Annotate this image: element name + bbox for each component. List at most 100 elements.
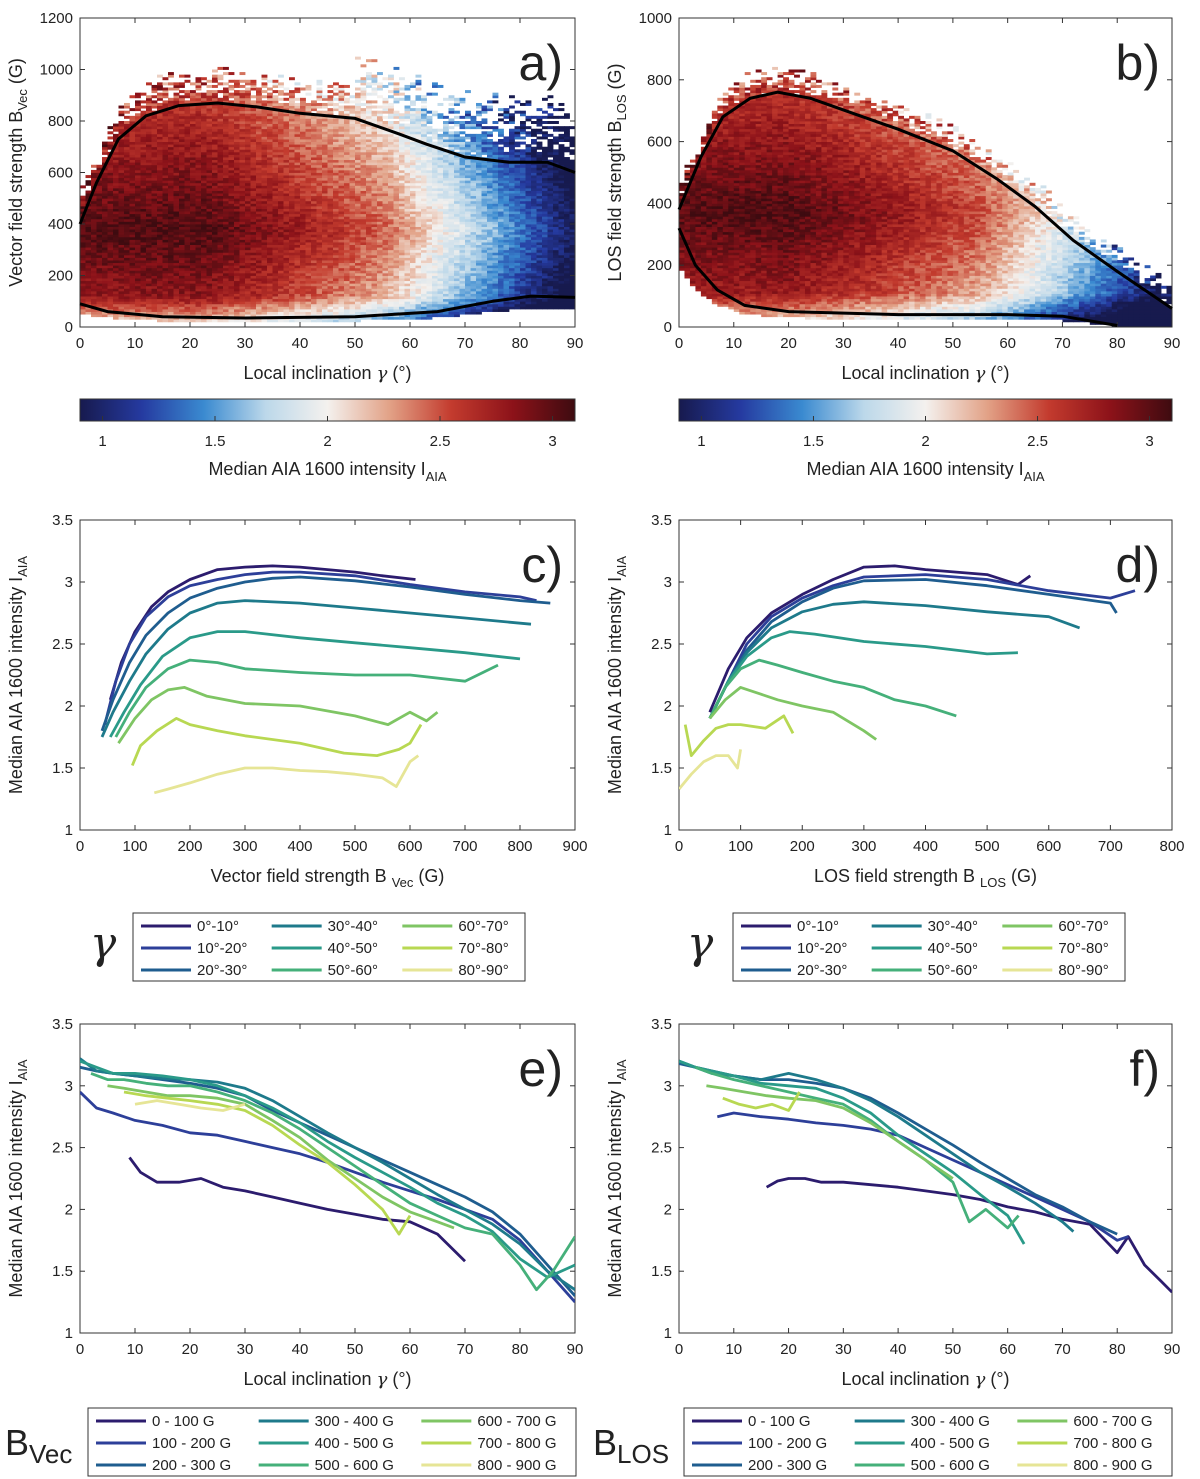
heatmap-cell bbox=[151, 316, 158, 320]
heatmap-cell bbox=[223, 154, 229, 158]
heatmap-cell bbox=[366, 242, 372, 245]
heatmap-cell bbox=[168, 216, 174, 220]
heatmap-cell bbox=[223, 162, 229, 166]
heatmap-cell bbox=[162, 296, 169, 300]
heatmap-cell bbox=[118, 149, 125, 153]
heatmap-cell bbox=[283, 216, 290, 220]
heatmap-cell bbox=[129, 133, 136, 137]
heatmap-cell bbox=[162, 285, 169, 289]
heatmap-cell bbox=[355, 224, 361, 227]
heatmap-cell bbox=[228, 229, 235, 233]
heatmap-cell bbox=[195, 278, 202, 282]
heatmap-cell bbox=[135, 146, 141, 150]
heatmap-cell bbox=[316, 275, 323, 279]
heatmap-cell bbox=[300, 131, 306, 135]
heatmap-cell bbox=[338, 311, 345, 315]
heatmap-cell bbox=[333, 306, 339, 310]
heatmap-cell bbox=[388, 290, 394, 294]
heatmap-cell bbox=[195, 139, 202, 142]
heatmap-cell bbox=[140, 159, 147, 163]
heatmap-cell bbox=[316, 252, 323, 256]
heatmap-cell bbox=[382, 100, 389, 104]
heatmap-cell bbox=[311, 128, 317, 132]
heatmap-cell bbox=[355, 252, 361, 256]
heatmap-cell bbox=[322, 296, 328, 300]
heatmap-cell bbox=[256, 236, 262, 240]
heatmap-cell bbox=[311, 185, 317, 189]
heatmap-cell bbox=[217, 77, 224, 81]
heatmap-cell bbox=[118, 144, 125, 148]
heatmap-cell bbox=[157, 224, 163, 227]
heatmap-cell bbox=[355, 190, 361, 194]
heatmap-cell bbox=[118, 177, 125, 181]
heatmap-cell bbox=[201, 226, 207, 230]
heatmap-cell bbox=[267, 200, 273, 204]
heatmap-cell bbox=[162, 105, 169, 109]
heatmap-cell bbox=[206, 257, 213, 261]
heatmap-cell bbox=[184, 242, 191, 245]
heatmap-cell bbox=[201, 301, 207, 305]
heatmap-cell bbox=[267, 229, 273, 233]
heatmap-cell bbox=[135, 260, 141, 264]
heatmap-cell bbox=[173, 195, 180, 199]
heatmap-cell bbox=[250, 118, 257, 122]
heatmap-cell bbox=[250, 306, 257, 310]
heatmap-cell bbox=[327, 118, 334, 122]
heatmap-cell bbox=[327, 167, 334, 171]
heatmap-cell bbox=[173, 82, 180, 86]
heatmap-cell bbox=[349, 131, 356, 135]
heatmap-cell bbox=[190, 221, 196, 225]
heatmap-cell bbox=[250, 195, 257, 199]
heatmap-cell bbox=[245, 303, 251, 307]
heatmap-cell bbox=[201, 100, 207, 104]
heatmap-cell bbox=[349, 311, 356, 315]
heatmap-cell bbox=[344, 157, 350, 161]
heatmap-cell bbox=[228, 159, 235, 163]
heatmap-cell bbox=[239, 113, 246, 117]
heatmap-cell bbox=[289, 162, 295, 166]
heatmap-cell bbox=[201, 113, 207, 117]
heatmap-cell bbox=[129, 149, 136, 153]
heatmap-cell bbox=[333, 177, 339, 181]
heatmap-cell bbox=[267, 182, 273, 186]
heatmap-cell bbox=[107, 290, 114, 294]
heatmap-cell bbox=[201, 115, 207, 119]
heatmap-cell bbox=[217, 239, 224, 243]
heatmap-cell bbox=[234, 301, 240, 305]
heatmap-cell bbox=[118, 198, 125, 202]
heatmap-cell bbox=[135, 167, 141, 171]
heatmap-cell bbox=[388, 262, 394, 266]
heatmap-cell bbox=[118, 239, 125, 243]
heatmap-cell bbox=[201, 123, 207, 127]
heatmap-cell bbox=[382, 203, 389, 207]
heatmap-cell bbox=[371, 118, 378, 122]
heatmap-cell bbox=[151, 146, 158, 150]
heatmap-cell bbox=[382, 198, 389, 202]
heatmap-cell bbox=[283, 226, 290, 230]
heatmap-cell bbox=[272, 311, 279, 315]
heatmap-cell bbox=[245, 193, 251, 197]
heatmap-cell bbox=[278, 213, 284, 217]
heatmap-cell bbox=[195, 211, 202, 215]
heatmap-cell bbox=[206, 270, 213, 274]
heatmap-cell bbox=[338, 167, 345, 171]
heatmap-cell bbox=[217, 208, 224, 212]
heatmap-cell bbox=[146, 311, 152, 315]
heatmap-cell bbox=[382, 133, 389, 137]
heatmap-cell bbox=[267, 128, 273, 132]
heatmap-cell bbox=[140, 306, 147, 310]
heatmap-cell bbox=[305, 278, 312, 282]
heatmap-cell bbox=[118, 169, 125, 173]
heatmap-cell bbox=[366, 218, 372, 222]
heatmap-cell bbox=[157, 290, 163, 294]
heatmap-cell bbox=[261, 146, 268, 150]
heatmap-cell bbox=[195, 126, 202, 130]
heatmap-cell bbox=[107, 141, 114, 145]
heatmap-cell bbox=[349, 139, 356, 142]
heatmap-cell bbox=[371, 151, 378, 155]
heatmap-cell bbox=[113, 244, 119, 248]
heatmap-cell bbox=[338, 193, 345, 197]
heatmap-cell bbox=[360, 79, 367, 83]
heatmap-cell bbox=[388, 293, 394, 297]
heatmap-cell bbox=[228, 169, 235, 173]
